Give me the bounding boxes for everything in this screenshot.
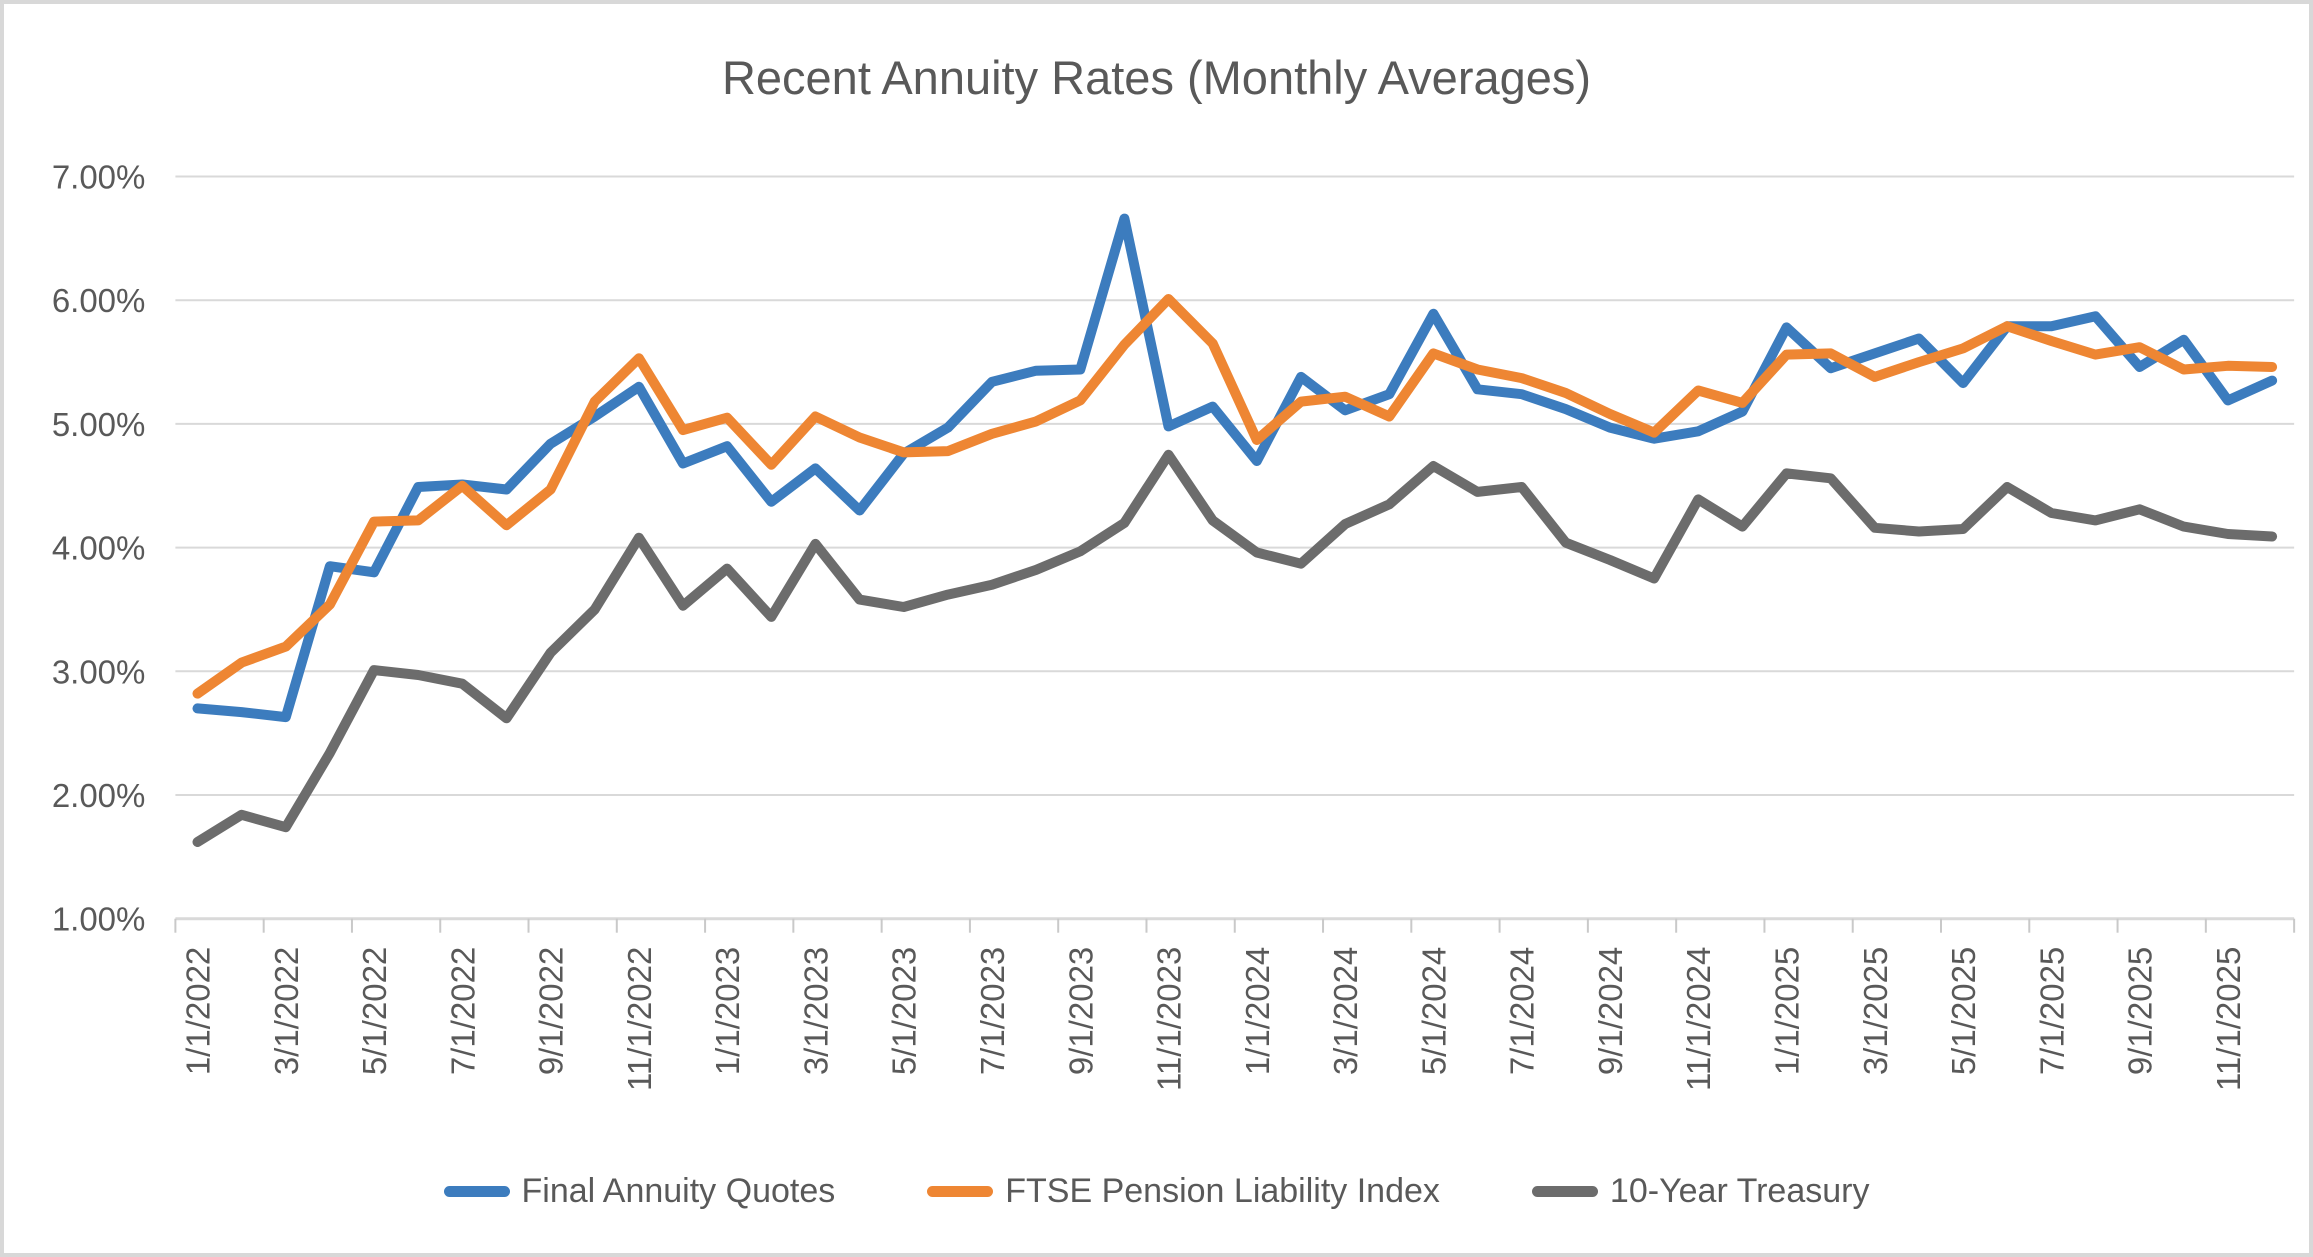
chart-plot-area: 7.00% 6.00% 5.00% 4.00% 3.00% 2.00% 1.00% 1/1/2…	[52, 159, 2296, 1091]
x-axis-tick-label: 1/1/2022	[179, 947, 216, 1075]
x-axis-tick-label: 3/1/2025	[1857, 947, 1894, 1075]
legend-label: Final Annuity Quotes	[521, 1172, 836, 1210]
legend-item-ftse-pension-liability-index: FTSE Pension Liability Index	[927, 1172, 1440, 1211]
legend-item-10-year-treasury: 10-Year Treasury	[1531, 1172, 1870, 1211]
x-axis-tick-label: 9/1/2025	[2122, 947, 2159, 1075]
chart-title: Recent Annuity Rates (Monthly Averages)	[721, 51, 1592, 104]
legend-label: 10-Year Treasury	[1609, 1172, 1870, 1210]
x-axis-tick-label: 5/1/2023	[886, 947, 923, 1075]
legend-item-final-annuity-quotes: Final Annuity Quotes	[443, 1172, 836, 1211]
y-axis-tick-label: 3.00%	[52, 653, 146, 690]
x-axis-tick-label: 11/1/2025	[2210, 947, 2247, 1091]
y-axis-tick-label: 6.00%	[52, 282, 146, 319]
x-axis-tick-label: 7/1/2024	[1504, 947, 1541, 1075]
x-axis-tick-label: 5/1/2025	[1945, 947, 1982, 1075]
legend-line-swatch-orange	[927, 1186, 994, 1197]
x-axis-tick-label: 3/1/2024	[1327, 947, 1364, 1075]
x-axis-tick-label: 7/1/2023	[974, 947, 1011, 1075]
x-axis-tick-label: 9/1/2024	[1592, 947, 1629, 1075]
y-axis-tick-label: 4.00%	[52, 530, 146, 567]
legend-line-swatch-blue	[443, 1186, 510, 1197]
x-axis-tick-label: 9/1/2022	[533, 947, 570, 1075]
x-axis-tick-label: 5/1/2024	[1415, 947, 1452, 1075]
x-axis-tick-label: 1/1/2024	[1239, 947, 1276, 1075]
y-axis-tick-label: 2.00%	[52, 777, 146, 814]
x-axis-tick-label: 11/1/2024	[1680, 947, 1717, 1091]
x-axis-tick-label: 3/1/2023	[797, 947, 834, 1075]
series-line-10-year-treasury	[192, 449, 2278, 847]
x-axis-tick-label: 11/1/2023	[1151, 947, 1188, 1091]
x-axis-tick-label: 5/1/2022	[356, 947, 393, 1075]
legend-line-swatch-gray	[1531, 1186, 1598, 1197]
legend-label: FTSE Pension Liability Index	[1005, 1172, 1440, 1210]
x-axis-tick-label: 9/1/2023	[1062, 947, 1099, 1075]
x-axis-tick-label: 7/1/2025	[2033, 947, 2070, 1075]
x-axis-tick-label: 3/1/2022	[268, 947, 305, 1075]
x-axis-tick-label: 1/1/2023	[709, 947, 746, 1075]
x-axis-tick-label: 11/1/2022	[621, 947, 658, 1091]
y-axis-tick-label: 7.00%	[52, 159, 146, 196]
series-line-final-annuity-quotes	[192, 213, 2278, 723]
x-axis-tick-label: 1/1/2025	[1769, 947, 1806, 1075]
y-axis-tick-label: 1.00%	[52, 901, 146, 938]
y-axis-tick-label: 5.00%	[52, 406, 146, 443]
series-line-ftse-pension-liability-index	[192, 294, 2278, 699]
legend: Final Annuity Quotes FTSE Pension Liabil…	[4, 1172, 2309, 1211]
x-axis-tick-label: 7/1/2022	[444, 947, 481, 1075]
